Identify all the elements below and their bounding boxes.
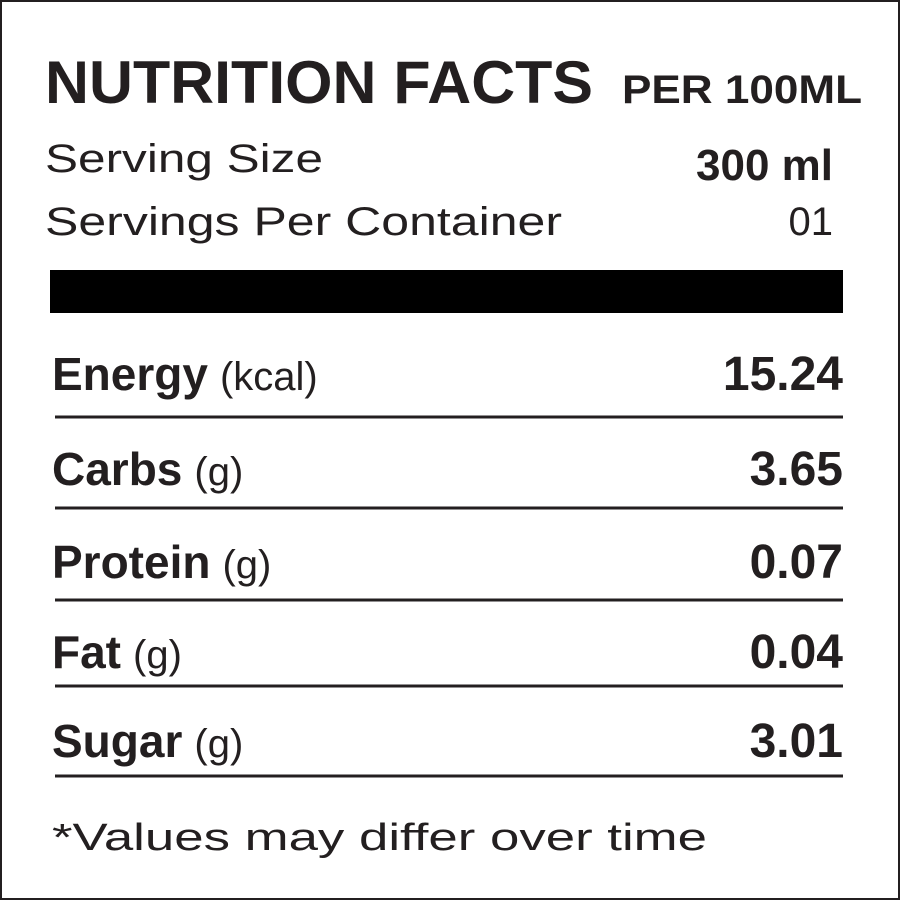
nutrient-name: Energy (52, 348, 208, 400)
divider-bar (50, 270, 843, 313)
serving-value: 300 ml (696, 141, 833, 190)
nutrient-value: 0.07 (750, 536, 843, 589)
nutrient-label: Protein (g) (52, 536, 271, 588)
nutrient-unit: (kcal) (220, 355, 318, 399)
nutrient-value: 0.04 (750, 626, 844, 679)
title: NUTRITION FACTS (45, 49, 593, 116)
nutrient-name: Carbs (52, 443, 182, 495)
nutrient-name: Fat (52, 626, 121, 678)
nutrient-value: 3.01 (750, 715, 843, 768)
serving-label: Serving Size (45, 137, 323, 181)
nutrient-unit: (g) (194, 450, 243, 494)
footnote: *Values may differ over time (52, 817, 707, 859)
nutrient-value: 3.65 (750, 443, 843, 496)
nutrient-unit: (g) (194, 722, 243, 766)
serving-label: Servings Per Container (45, 200, 562, 244)
nutrient-unit: (g) (222, 543, 271, 587)
nutrient-label: Sugar (g) (52, 715, 243, 767)
nutrient-unit: (g) (133, 633, 182, 677)
nutrient-name: Protein (52, 536, 210, 588)
basis: PER 100ML (622, 68, 862, 112)
serving-value: 01 (789, 200, 834, 244)
nutrient-label: Carbs (g) (52, 443, 243, 495)
nutrient-value: 15.24 (723, 348, 843, 401)
nutrient-label: Fat (g) (52, 626, 182, 678)
nutrient-name: Sugar (52, 715, 182, 767)
nutrient-rows: Energy (kcal) 15.24 Carbs (g) 3.65 Protein (g) 0… (52, 348, 844, 778)
nutrient-label: Energy (kcal) (52, 348, 318, 400)
